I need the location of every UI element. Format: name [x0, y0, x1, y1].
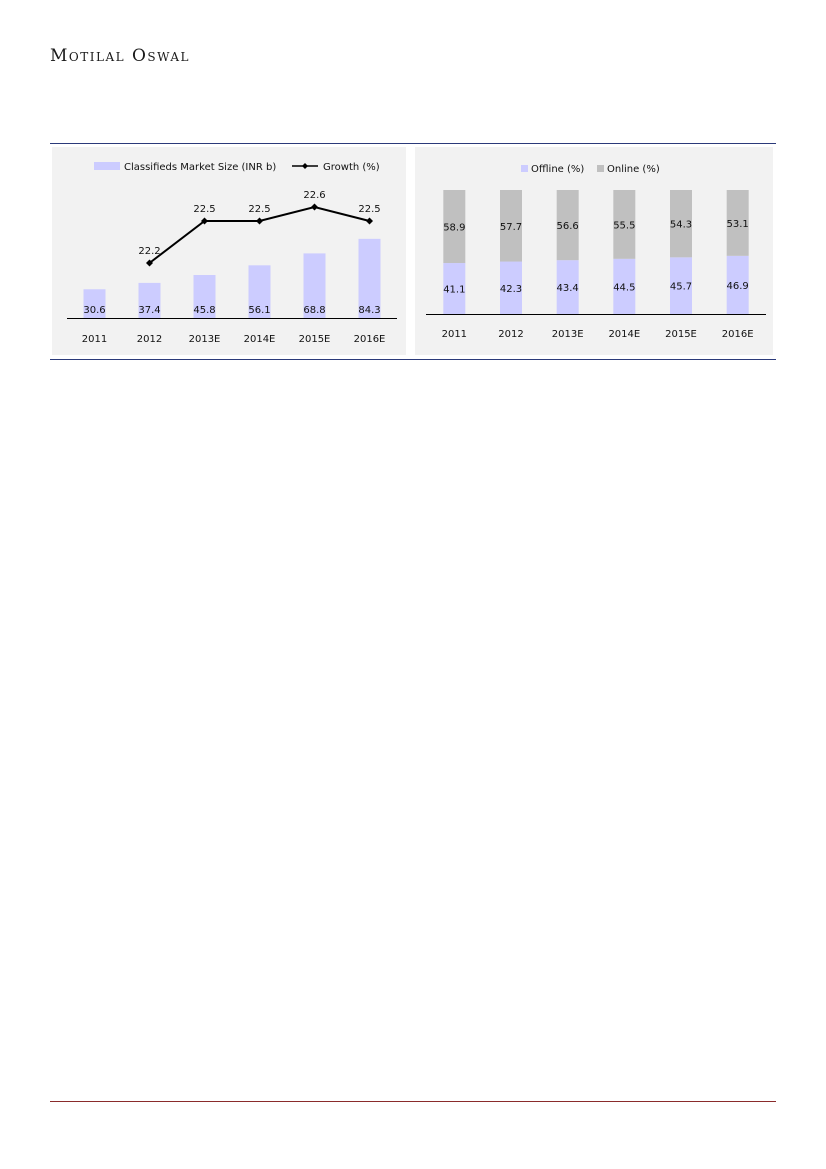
data-label-online-2014E: 55.5: [613, 220, 635, 231]
data-label-online-2012: 57.7: [500, 222, 522, 233]
data-label-offline-2012: 42.3: [500, 284, 522, 295]
footer-rule: [50, 1101, 776, 1102]
data-label-growth-2012: 22.2: [138, 246, 160, 257]
growth-point-2015E: [311, 203, 318, 211]
bar-online-2016E: [726, 190, 749, 256]
data-label-online-2011: 58.9: [443, 223, 465, 234]
section-rule-top: [50, 143, 776, 144]
data-label-offline-2013E: 43.4: [557, 283, 579, 294]
data-label-offline-2015E: 45.7: [670, 282, 692, 293]
x-tick-label-2012: 2012: [137, 334, 162, 345]
data-label-offline-2011: 41.1: [443, 285, 465, 296]
bar-online-2014E: [613, 190, 636, 259]
data-label-market-size-2011: 30.6: [83, 305, 105, 316]
x-tick-label-2013E: 2013E: [189, 334, 221, 345]
data-label-growth-2015E: 22.6: [303, 190, 325, 201]
x-tick-label-2014E: 2014E: [244, 334, 276, 345]
growth-point-2016E: [366, 217, 373, 225]
legend-swatch-online: [597, 165, 604, 172]
offline-online-chart: Offline (%) Online (%) 41.1 58.9 2011 42.3 57.…: [426, 164, 766, 340]
growth-point-2012: [146, 259, 153, 267]
x-tick-label-2012: 2012: [498, 329, 523, 340]
data-label-market-size-2016E: 84.3: [358, 305, 380, 316]
bar-offline-2013E: [556, 260, 579, 314]
bar-market-size-2014E: [248, 265, 271, 318]
market-size-chart: Classifieds Market Size (INR b) Growth (%…: [67, 162, 397, 345]
bar-online-2012: [500, 190, 522, 262]
data-label-growth-2014E: 22.5: [248, 204, 270, 215]
x-tick-label-2011: 2011: [82, 334, 107, 345]
data-label-growth-2016E: 22.5: [358, 204, 380, 215]
market-size-chart-panel: Classifieds Market Size (INR b) Growth (%…: [52, 147, 406, 355]
bar-online-2015E: [670, 190, 692, 258]
growth-point-2013E: [201, 217, 208, 225]
legend-label-market-size: Classifieds Market Size (INR b): [124, 162, 276, 173]
legend-label-online: Online (%): [607, 164, 660, 175]
bar-market-size-2011: [83, 289, 106, 318]
section-rule-bottom: [50, 359, 776, 360]
data-label-online-2016E: 53.1: [727, 219, 749, 230]
data-label-online-2015E: 54.3: [670, 220, 692, 231]
growth-point-2014E: [256, 217, 263, 225]
legend-swatch-offline: [521, 165, 528, 172]
x-tick-label-2014E: 2014E: [608, 329, 640, 340]
bar-offline-2012: [500, 261, 522, 314]
x-tick-label-2015E: 2015E: [665, 329, 697, 340]
bar-offline-2015E: [670, 257, 692, 314]
data-label-offline-2016E: 46.9: [727, 281, 749, 292]
bar-market-size-2015E: [303, 253, 326, 318]
bar-offline-2016E: [726, 255, 749, 314]
data-label-market-size-2014E: 56.1: [248, 305, 270, 316]
data-label-offline-2014E: 44.5: [613, 282, 635, 293]
x-tick-label-2016E: 2016E: [722, 329, 754, 340]
data-label-growth-2013E: 22.5: [193, 204, 215, 215]
legend-marker-growth: [302, 163, 308, 169]
x-tick-label-2015E: 2015E: [299, 334, 331, 345]
growth-line: [148, 205, 370, 264]
brand-logo: Motilal Oswal: [50, 46, 191, 66]
bar-offline-2014E: [613, 258, 636, 314]
legend-swatch-market-size: [94, 162, 120, 170]
offline-online-chart-panel: Offline (%) Online (%) 41.1 58.9 2011 42.3 57.…: [415, 147, 773, 355]
bar-online-2011: [443, 190, 466, 264]
bar-online-2013E: [556, 190, 579, 261]
bar-offline-2011: [443, 263, 466, 314]
legend-label-growth: Growth (%): [323, 162, 380, 173]
data-label-market-size-2013E: 45.8: [193, 305, 215, 316]
bar-market-size-2016E: [358, 238, 381, 318]
data-label-online-2013E: 56.6: [557, 221, 579, 232]
data-label-market-size-2012: 37.4: [138, 305, 160, 316]
data-label-market-size-2015E: 68.8: [303, 305, 325, 316]
x-tick-label-2011: 2011: [442, 329, 467, 340]
bar-market-size-2012: [138, 282, 161, 318]
legend-label-offline: Offline (%): [531, 164, 584, 175]
bar-market-size-2013E: [193, 274, 216, 318]
x-tick-label-2016E: 2016E: [354, 334, 386, 345]
x-tick-label-2013E: 2013E: [552, 329, 584, 340]
